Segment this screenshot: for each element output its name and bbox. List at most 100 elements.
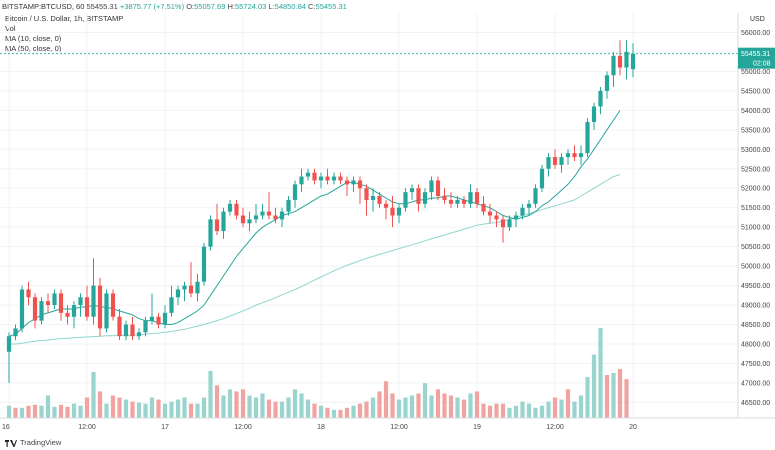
chart-grid xyxy=(0,13,738,418)
candle-body xyxy=(104,293,109,329)
low-label: L: xyxy=(268,2,275,11)
candle-body xyxy=(19,289,25,329)
candle xyxy=(19,285,25,333)
close-value: 55455.31 xyxy=(315,2,347,11)
price-tick-label: 51500.00 xyxy=(741,205,770,212)
symbol-name[interactable]: BITSTAMP:BTCUSD, 60 xyxy=(2,2,85,11)
price-tick-label: 47500.00 xyxy=(741,361,770,368)
volume-bar xyxy=(370,397,376,418)
volume-bar xyxy=(435,389,441,418)
volume-bar xyxy=(513,405,519,418)
price-tick-label: 46500.00 xyxy=(741,400,770,407)
legend-ma10[interactable]: MA (10, close, 0) xyxy=(5,34,62,43)
legend-ma50[interactable]: MA (50, close, 0) xyxy=(5,44,62,53)
volume-bar xyxy=(149,397,155,418)
candle-body xyxy=(572,153,577,158)
candle-body xyxy=(292,184,298,200)
candle xyxy=(409,184,415,200)
candle xyxy=(84,285,90,321)
volume-bar xyxy=(162,403,168,418)
candle xyxy=(565,149,571,165)
time-tick-label: 12:00 xyxy=(390,424,408,431)
candle xyxy=(58,289,64,321)
price-axis: USD 46500.00 47000.00 47500.00 48000.00 48500… xyxy=(737,13,770,418)
volume-bar xyxy=(533,407,538,418)
volume-bar xyxy=(58,404,64,418)
volume-bar xyxy=(45,395,51,418)
candle-body xyxy=(136,332,142,337)
close-label: C: xyxy=(308,2,316,11)
time-tick-label: 16 xyxy=(2,424,10,431)
candle-body xyxy=(539,168,545,189)
candle xyxy=(403,188,408,212)
legend-title: Bitcoin / U.S. Dollar, 1h, BITSTAMP xyxy=(5,14,124,23)
candle xyxy=(221,207,226,239)
price-tag-value: 55455.31 xyxy=(741,51,770,58)
volume-bar xyxy=(468,393,473,418)
volume-bar xyxy=(266,399,272,418)
candle-body xyxy=(455,199,460,204)
candle xyxy=(201,242,207,286)
tradingview-logo-icon xyxy=(5,439,17,447)
candle-body xyxy=(344,180,350,185)
candle-body xyxy=(91,285,96,317)
candle xyxy=(383,199,389,220)
volume-bar xyxy=(617,368,623,418)
candle xyxy=(143,316,148,337)
candle xyxy=(188,262,194,298)
volume-bar xyxy=(156,399,161,418)
candle-body xyxy=(370,196,376,200)
candle xyxy=(552,149,558,169)
candle-body xyxy=(169,297,174,313)
candle xyxy=(416,184,421,212)
volume-bar xyxy=(175,399,181,418)
candle-body xyxy=(520,207,525,216)
volume-bar xyxy=(318,405,324,418)
time-tick-label: 12:00 xyxy=(234,424,252,431)
candle-body xyxy=(416,188,421,204)
high-value: 55724.03 xyxy=(235,2,267,11)
price-tag-countdown: 02:08 xyxy=(753,61,771,68)
candle xyxy=(123,320,129,341)
candle xyxy=(500,215,506,243)
volume-bar xyxy=(416,393,421,418)
candle-body xyxy=(624,51,629,68)
volume-bar xyxy=(6,405,12,418)
candle xyxy=(39,297,44,325)
candle-body xyxy=(39,301,44,321)
volume-bar xyxy=(279,401,285,418)
legend-vol[interactable]: Vol xyxy=(5,24,16,33)
candle-body xyxy=(6,336,12,352)
volume-bar xyxy=(565,389,571,418)
price-tick-label: 51000.00 xyxy=(741,225,770,232)
candle-body xyxy=(338,176,343,181)
volume-bar xyxy=(123,399,129,418)
candle-body xyxy=(494,215,499,220)
volume-bar xyxy=(559,399,564,418)
candle xyxy=(26,281,31,306)
price-tick-label: 49500.00 xyxy=(741,283,770,290)
price-tick-label: 49000.00 xyxy=(741,303,770,310)
candle xyxy=(52,289,57,309)
price-chart[interactable]: USD 46500.00 47000.00 47500.00 48000.00 48500… xyxy=(0,0,775,436)
volume-bar xyxy=(409,395,415,418)
candle xyxy=(136,328,142,341)
candle-body xyxy=(481,203,486,212)
volume-bar xyxy=(364,401,369,418)
candle xyxy=(344,176,350,197)
volume-bar xyxy=(403,397,408,418)
candle xyxy=(585,118,590,158)
candle-body xyxy=(422,192,428,204)
volume-bar xyxy=(201,397,207,418)
candle xyxy=(396,203,402,224)
currency-label: USD xyxy=(750,16,765,23)
volume-bar xyxy=(32,404,38,418)
candle xyxy=(104,289,109,333)
candle xyxy=(156,312,161,329)
candle-body xyxy=(273,215,278,220)
candle-body xyxy=(429,180,434,193)
brand-name[interactable]: TradingView xyxy=(20,438,62,447)
candle xyxy=(559,153,564,173)
footer: TradingView xyxy=(0,436,775,450)
candle xyxy=(97,277,103,337)
